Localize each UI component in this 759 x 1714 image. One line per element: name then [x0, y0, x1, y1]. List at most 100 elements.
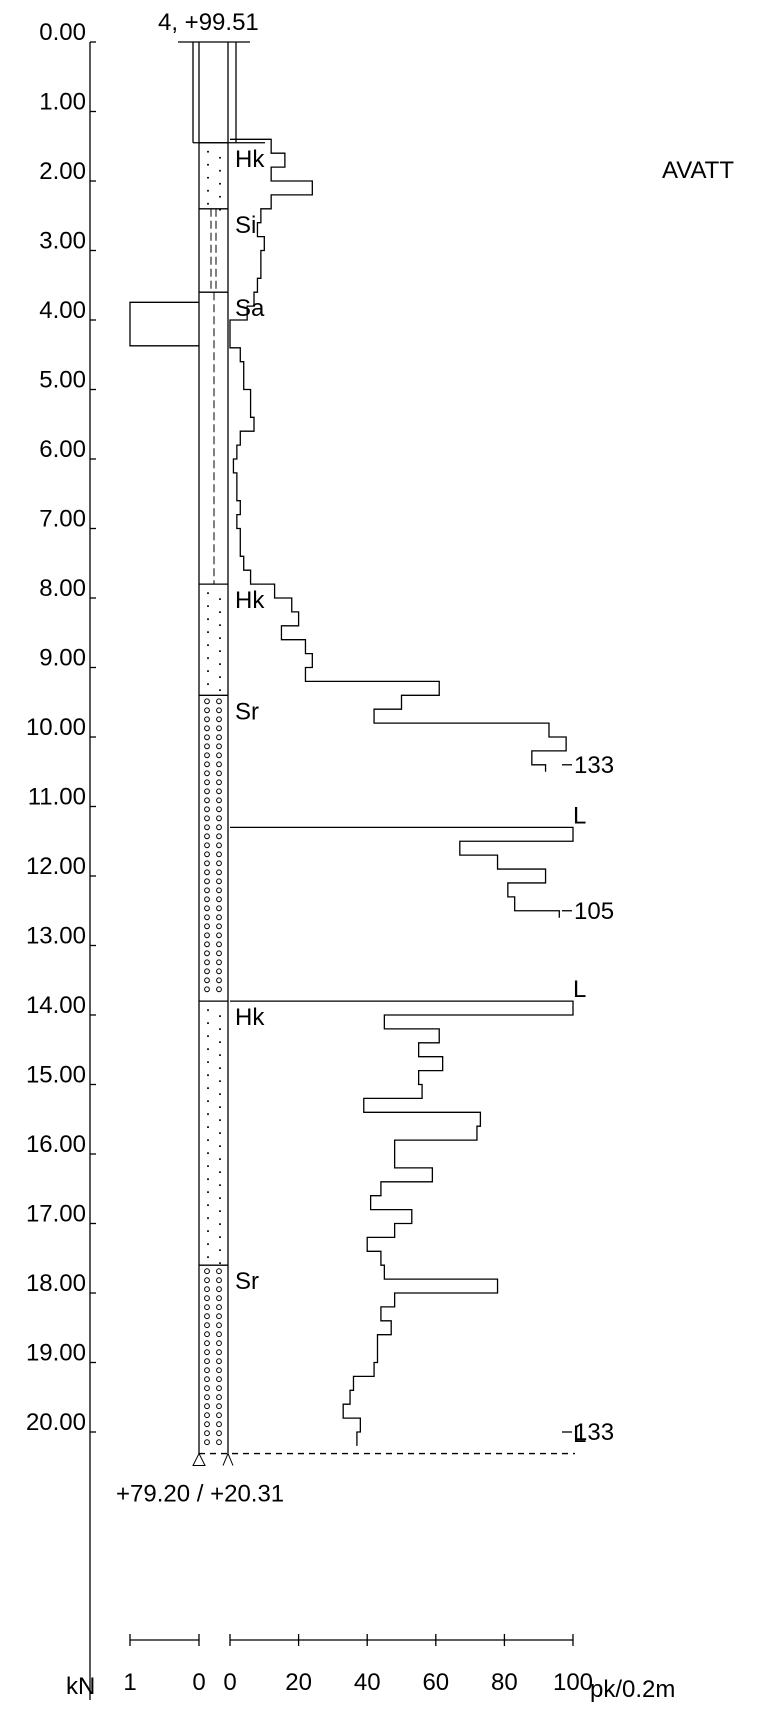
gravel-mark	[204, 1385, 210, 1392]
dot-mark	[219, 1106, 221, 1109]
dot-mark	[207, 1243, 209, 1246]
gravel-mark	[204, 1430, 210, 1437]
gravel-mark	[204, 734, 210, 741]
dot-mark	[219, 1197, 221, 1200]
gravel-mark	[204, 1286, 210, 1293]
soil-code-label: Hk	[235, 146, 265, 173]
gravel-mark	[216, 923, 222, 930]
pk-tick-label: 0	[223, 1669, 236, 1696]
gravel-mark	[216, 1295, 222, 1302]
blow-count-label: 133	[574, 752, 614, 779]
penetration-step-line	[230, 826, 574, 918]
pk-tick-label: 40	[354, 1669, 381, 1696]
gravel-mark	[216, 932, 222, 939]
gravel-mark	[204, 1268, 210, 1275]
gravel-mark	[216, 1367, 222, 1374]
pk-tick-label: 20	[285, 1669, 312, 1696]
dot-mark	[207, 1256, 209, 1259]
bottom-triangle	[192, 1452, 206, 1467]
depth-label: 10.00	[26, 714, 86, 741]
dot-mark	[207, 1087, 209, 1090]
gravel-mark	[216, 815, 222, 822]
gravel-mark	[204, 1340, 210, 1347]
soil-code-label: Hk	[235, 587, 265, 614]
dot-mark	[219, 1041, 221, 1044]
blow-count-label: 105	[574, 898, 614, 925]
stop-marker: L	[573, 802, 586, 829]
soil-code-label: Sr	[235, 1268, 259, 1295]
gravel-mark	[204, 932, 210, 939]
gravel-mark	[216, 860, 222, 867]
dot-mark	[207, 176, 209, 179]
gravel-mark	[216, 1304, 222, 1311]
gravel-mark	[204, 1304, 210, 1311]
gravel-mark	[216, 779, 222, 786]
dot-mark	[207, 618, 209, 621]
gravel-mark	[204, 1403, 210, 1410]
dot-mark	[219, 1080, 221, 1083]
dot-mark	[207, 605, 209, 608]
dot-mark	[207, 1191, 209, 1194]
dot-mark	[219, 1054, 221, 1057]
dot-mark	[219, 1236, 221, 1239]
gravel-mark	[216, 986, 222, 993]
gravel-mark	[216, 1286, 222, 1293]
gravel-mark	[204, 1331, 210, 1338]
depth-label: 20.00	[26, 1409, 86, 1436]
dot-mark	[219, 169, 221, 172]
gravel-mark	[216, 905, 222, 912]
gravel-mark	[204, 698, 210, 705]
depth-label: 18.00	[26, 1270, 86, 1297]
pk-unit-label: pk/0.2m	[590, 1676, 675, 1703]
gravel-mark	[204, 878, 210, 885]
gravel-mark	[216, 1430, 222, 1437]
gravel-mark	[216, 959, 222, 966]
gravel-mark	[216, 797, 222, 804]
gravel-mark	[216, 1331, 222, 1338]
gravel-mark	[204, 860, 210, 867]
depth-label: 5.00	[39, 367, 86, 394]
kn-tick-label: 1	[123, 1669, 136, 1696]
gravel-mark	[204, 959, 210, 966]
dot-mark	[207, 1009, 209, 1012]
dot-mark	[207, 1048, 209, 1051]
dot-mark	[207, 1113, 209, 1116]
gravel-mark	[216, 896, 222, 903]
gravel-mark	[204, 905, 210, 912]
gravel-mark	[216, 1421, 222, 1428]
penetration-step-line	[230, 1000, 574, 1446]
dot-mark	[207, 683, 209, 686]
depth-label: 11.00	[28, 784, 86, 811]
gravel-mark	[216, 878, 222, 885]
dot-mark	[219, 1028, 221, 1031]
dot-mark	[207, 1204, 209, 1207]
gravel-mark	[216, 950, 222, 957]
dot-mark	[207, 1139, 209, 1142]
dot-mark	[219, 663, 221, 666]
gravel-mark	[204, 1295, 210, 1302]
depth-label: 9.00	[39, 645, 86, 672]
dot-mark	[207, 1061, 209, 1064]
header: 4, +99.51 AVATT	[158, 9, 734, 184]
dot-mark	[219, 195, 221, 198]
gravel-mark	[204, 1376, 210, 1383]
gravel-mark	[204, 797, 210, 804]
gravel-mark	[216, 707, 222, 714]
dot-mark	[219, 1119, 221, 1122]
point-label: 4, +99.51	[158, 9, 259, 36]
gravel-mark	[216, 743, 222, 750]
bottom-elevation-label: +79.20 / +20.31	[116, 1481, 284, 1508]
dot-mark	[207, 1230, 209, 1233]
gravel-mark	[216, 1313, 222, 1320]
dot-mark	[219, 689, 221, 692]
gravel-mark	[216, 761, 222, 768]
dot-mark	[207, 592, 209, 595]
gravel-mark	[216, 1349, 222, 1356]
dot-mark	[219, 1145, 221, 1148]
gravel-mark	[216, 977, 222, 984]
gravel-mark	[204, 986, 210, 993]
dot-mark	[219, 1158, 221, 1161]
dot-mark	[207, 644, 209, 647]
